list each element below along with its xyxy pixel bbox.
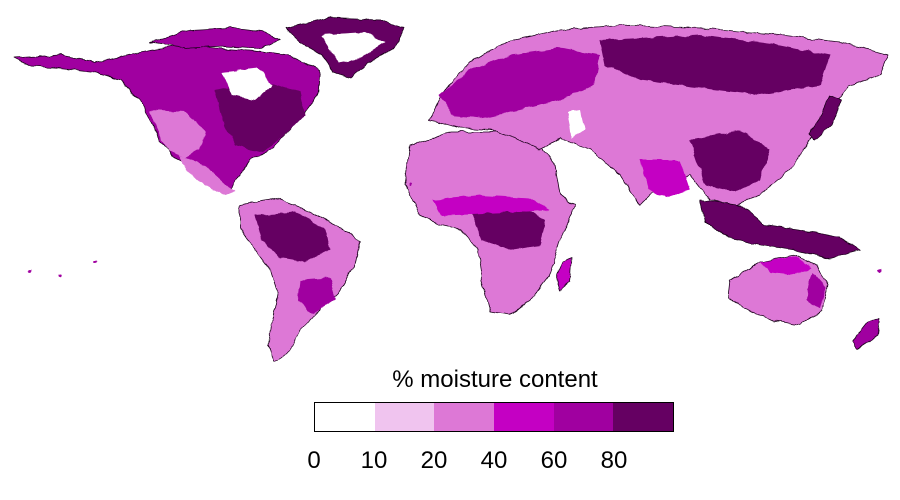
legend-swatch (374, 403, 435, 431)
land-arctic-islands (149, 27, 281, 49)
region-amazon (255, 212, 330, 262)
land-madagascar (555, 257, 573, 291)
legend-tick-label: 60 (540, 447, 568, 474)
region-greenland-ice (322, 32, 385, 62)
region-central-africa (470, 205, 545, 250)
land-new-zealand (851, 317, 881, 349)
region-sahel (432, 195, 550, 215)
island-pacific-1 (28, 268, 32, 272)
region-eastern-australia (806, 272, 826, 308)
legend-swatch (434, 403, 495, 431)
island-pacific-3 (93, 260, 97, 264)
region-east-asia (690, 130, 770, 192)
region-western-north-america (150, 110, 205, 158)
legend-swatch (553, 403, 614, 431)
legend-swatch (494, 403, 554, 431)
land-australia (727, 254, 829, 326)
region-southern-brazil (298, 278, 335, 315)
island-pacific-2 (58, 273, 62, 277)
legend-title: % moisture content (392, 366, 598, 393)
region-northern-australia (760, 256, 812, 275)
legend-swatch (613, 403, 674, 431)
region-siberia (600, 35, 830, 95)
land-southeast-asia (699, 199, 861, 259)
region-hudson-bay-water (222, 68, 272, 100)
island-pacific-4 (878, 268, 882, 272)
world-moisture-map (13, 17, 889, 363)
region-europe (440, 48, 600, 118)
legend-tick-label: 20 (420, 447, 448, 474)
legend-tick-label: 80 (600, 447, 628, 474)
region-mexico (178, 155, 235, 196)
region-south-asia (640, 160, 690, 198)
island-atlantic (408, 183, 412, 187)
legend-tick-label: 40 (480, 447, 508, 474)
legend-swatch (315, 403, 375, 431)
region-eastern-north-america (215, 80, 305, 152)
region-caspian-water (568, 110, 584, 138)
legend-bar (314, 402, 674, 432)
land-japan (807, 94, 843, 141)
legend-tick-label: 0 (307, 447, 321, 474)
legend-tick-label: 10 (360, 447, 388, 474)
